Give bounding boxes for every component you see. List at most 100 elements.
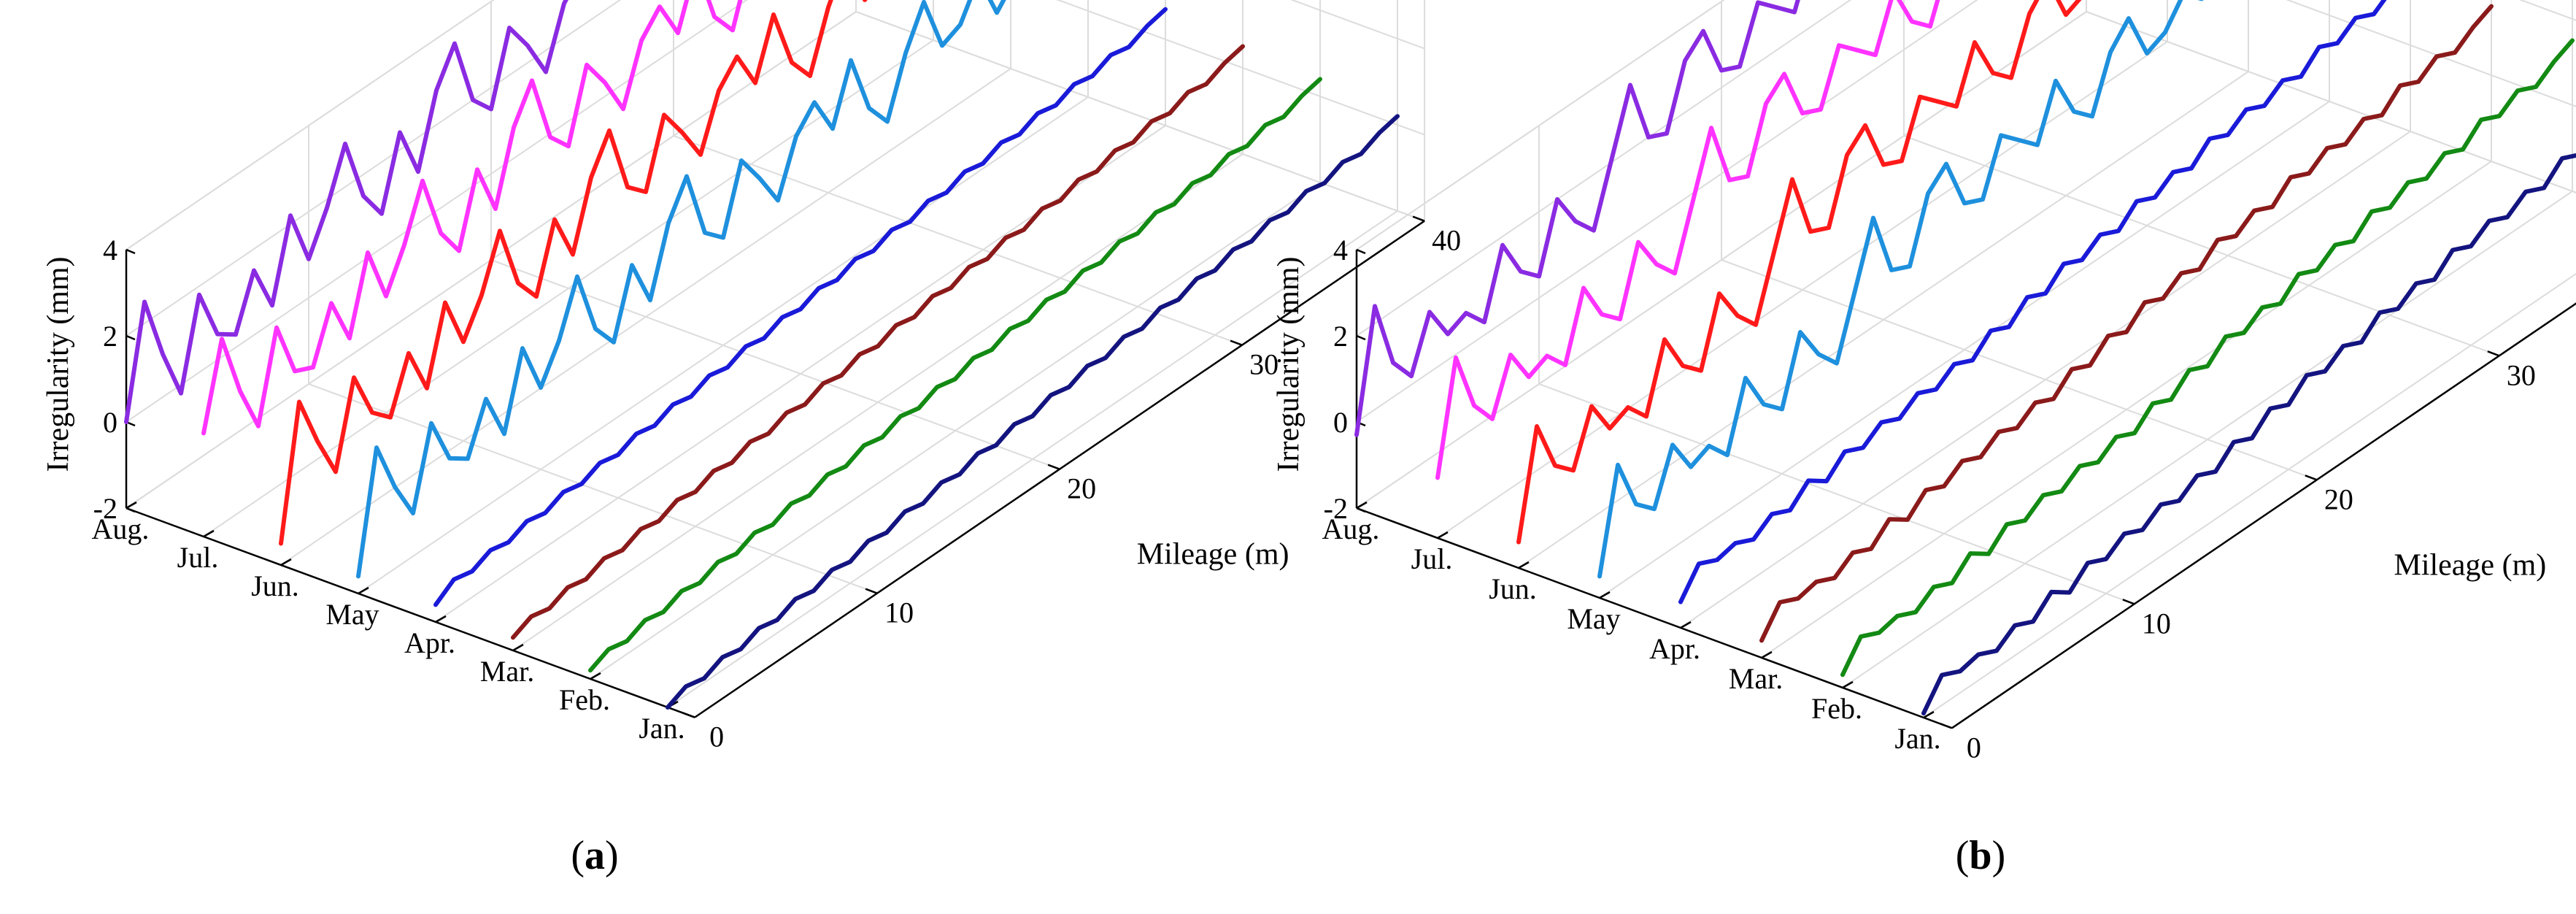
grid-line xyxy=(1538,383,2135,605)
month-tick-mark xyxy=(1923,710,1935,719)
month-tick-mark xyxy=(1437,531,1449,539)
grid-line xyxy=(126,0,495,250)
z-tick-mark xyxy=(126,507,136,513)
month-tick-mark xyxy=(1518,561,1530,569)
mileage-tick-label: 40 xyxy=(1432,224,1461,257)
mileage-tick-label: 0 xyxy=(709,721,724,753)
mileage-tick-mark xyxy=(2487,350,2500,357)
mileage-tick-mark xyxy=(1412,215,1425,222)
grid-line xyxy=(1518,71,2249,569)
month-tick-label: Jun. xyxy=(1489,572,1537,605)
month-tick-label: Aug. xyxy=(1322,512,1380,545)
mileage-tick-label: 30 xyxy=(2507,358,2536,391)
grid-line xyxy=(1721,259,2318,481)
grid xyxy=(126,0,1426,718)
month-tick-label: Jul. xyxy=(177,541,219,574)
mileage-tick-label: 20 xyxy=(1067,472,1096,505)
grid-line xyxy=(1903,135,2500,357)
z-tick-mark xyxy=(126,248,136,255)
caption-b: (b) xyxy=(1956,833,2005,878)
grid-line xyxy=(1356,0,2576,337)
series-group xyxy=(124,0,1400,710)
grid-line xyxy=(2086,11,2576,193)
z-tick-mark xyxy=(126,334,136,341)
month-tick-label: Apr. xyxy=(404,626,455,659)
mileage-tick-label: 20 xyxy=(2324,483,2353,515)
series-line-feb xyxy=(1840,38,2575,677)
z-tick-label: -2 xyxy=(93,492,117,525)
mileage-axis-label: Mileage (m) xyxy=(1137,538,1289,572)
mileage-tick-label: 10 xyxy=(2142,607,2171,640)
month-tick-label: Mar. xyxy=(1729,662,1783,695)
month-tick-mark xyxy=(1599,591,1611,599)
mileage-tick-mark xyxy=(1230,339,1243,346)
mileage-tick-mark xyxy=(1047,464,1060,470)
z-tick-mark xyxy=(1356,248,1366,255)
grid-line xyxy=(126,10,1425,509)
month-tick-label: Feb. xyxy=(1811,692,1862,725)
grid-line xyxy=(126,0,1425,337)
month-tick-mark xyxy=(358,586,369,595)
z-tick-label: 4 xyxy=(103,234,117,266)
month-tick-label: Jan. xyxy=(639,712,685,745)
month-tick-label: Feb. xyxy=(559,683,610,716)
grid-line xyxy=(1437,41,2168,539)
series-line-apr xyxy=(433,7,1168,607)
grid-line xyxy=(1761,161,2492,658)
grid-line xyxy=(512,153,1243,651)
series-line-feb xyxy=(588,77,1322,673)
series-line-mar xyxy=(511,44,1245,640)
grid-line xyxy=(1680,131,2411,629)
series-line-apr xyxy=(1678,0,2387,604)
mileage-tick-mark xyxy=(2122,599,2135,605)
z-tick-mark xyxy=(1356,507,1366,513)
z-axis-label: Irregularity (mm) xyxy=(42,256,75,472)
series-line-may xyxy=(1597,0,2204,579)
mileage-tick-label: 30 xyxy=(1249,348,1279,381)
series-group xyxy=(1354,0,2576,716)
month-tick-label: Jul. xyxy=(1411,542,1453,575)
mileage-tick-label: 0 xyxy=(1967,731,1981,764)
month-tick-mark xyxy=(203,529,215,538)
grid-line xyxy=(1356,0,2576,423)
panel-b: -2 0 2 4 Irregularity (mm) Aug. Jul. Jun. May Apr… xyxy=(1272,0,2576,764)
month-tick-label: Mar. xyxy=(480,655,534,688)
series-line-mar xyxy=(1759,4,2494,643)
mileage-tick-mark xyxy=(865,588,878,594)
series-line-jun xyxy=(279,0,868,546)
month-tick-label: Jun. xyxy=(251,569,299,602)
month-tick-label: Aug. xyxy=(92,512,150,545)
series-line-jun xyxy=(1516,0,2082,545)
month-tick-mark xyxy=(126,501,137,510)
month-tick-mark xyxy=(280,558,292,567)
month-tick-mark xyxy=(590,672,601,680)
z-tick-label: 4 xyxy=(1333,234,1348,266)
series-line-jul xyxy=(1435,0,1940,480)
grid-line xyxy=(126,0,1425,423)
month-tick-mark xyxy=(435,615,447,623)
grid-line xyxy=(1842,191,2573,688)
grid-frame xyxy=(126,0,1426,250)
month-axis-line xyxy=(126,507,695,718)
month-tick-mark xyxy=(1680,621,1692,629)
month-tick-label: May xyxy=(1567,602,1620,635)
grid-line xyxy=(280,68,1011,566)
grid-line xyxy=(667,210,1398,708)
mileage-tick-mark xyxy=(682,712,695,718)
panel-a: -2 0 2 4 Irregularity (mm) Aug. Jul. Jun. May Apr… xyxy=(42,0,1461,753)
series-line-may xyxy=(356,0,1006,579)
series-line-jan xyxy=(1921,153,2576,716)
mileage-tick-label: 10 xyxy=(884,596,914,629)
series-line-aug xyxy=(1354,0,1800,437)
month-tick-mark xyxy=(1356,501,1368,510)
month-axis-line xyxy=(1356,507,1953,729)
grid-line xyxy=(1356,11,2087,509)
series-line-jan xyxy=(666,114,1400,710)
z-tick-label: 0 xyxy=(103,406,117,439)
mileage-tick-mark xyxy=(2305,475,2318,481)
month-tick-mark xyxy=(1761,650,1773,659)
grid-line xyxy=(590,182,1321,680)
month-tick-mark xyxy=(1842,680,1854,689)
series-line-jul xyxy=(201,0,743,436)
